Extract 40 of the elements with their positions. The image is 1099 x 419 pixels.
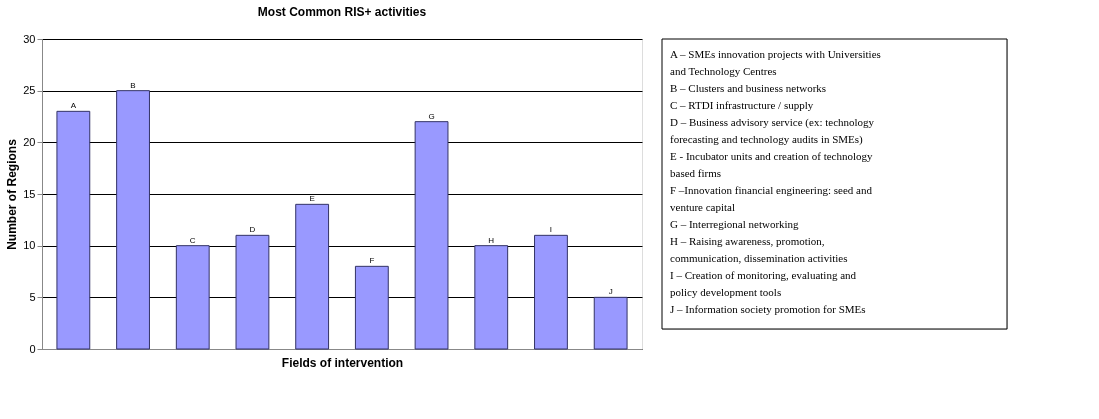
bar xyxy=(56,110,91,350)
x-tick-label: H xyxy=(488,235,495,245)
bar xyxy=(295,203,330,350)
y-tick-label: 25 xyxy=(23,84,36,97)
text: G – Interregional networking xyxy=(670,218,800,230)
bar xyxy=(414,121,449,350)
x-tick-label: I xyxy=(549,225,553,235)
x-tick-label: A xyxy=(70,101,77,111)
y-tick-label: 20 xyxy=(23,135,36,148)
bar xyxy=(534,234,568,350)
text: I – Creation of monitoring, evaluating and policy development tools xyxy=(670,269,857,298)
bar xyxy=(474,245,509,350)
bar xyxy=(354,265,389,350)
text: E - Incubator units and creation of technology based firms xyxy=(670,150,874,179)
chart-title: Most Common RIS+ activities xyxy=(257,5,427,19)
x-tick-label: J xyxy=(608,287,613,297)
y-tick-label: 5 xyxy=(29,290,36,303)
bar xyxy=(235,234,270,350)
x-tick-label: D xyxy=(249,225,256,235)
y-tick-label: 0 xyxy=(29,342,36,355)
text: B – Clusters and business networks xyxy=(670,82,827,94)
bar xyxy=(175,245,210,350)
y-axis-title: Number of Regions xyxy=(5,138,20,250)
x-tick-label: F xyxy=(369,256,375,266)
text: C – RTDI infrastructure / supply xyxy=(670,99,814,111)
x-tick-label: E xyxy=(309,194,315,204)
text: D – Business advisory service (ex: technology forecasting and technology audits in SMEs) xyxy=(670,116,875,146)
x-axis-title: Fields of intervention xyxy=(281,355,404,370)
x-tick-label: G xyxy=(428,111,435,121)
y-tick-label: 30 xyxy=(23,32,36,45)
text: A – SMEs innovation projects with Universities and Technology Centres xyxy=(670,48,881,77)
bar xyxy=(593,296,628,350)
x-tick-label: C xyxy=(189,235,196,245)
text: F –Innovation financial engineering: seed and venture capital xyxy=(670,184,873,213)
text: J – Information society promotion for SMEs xyxy=(670,303,866,315)
y-tick-label: 15 xyxy=(23,187,36,200)
x-tick-label: B xyxy=(130,80,136,90)
text: H – Raising awareness, promotion, communication, dissemination activities xyxy=(670,235,848,264)
bar xyxy=(116,90,150,350)
y-tick-label: 10 xyxy=(23,239,36,252)
